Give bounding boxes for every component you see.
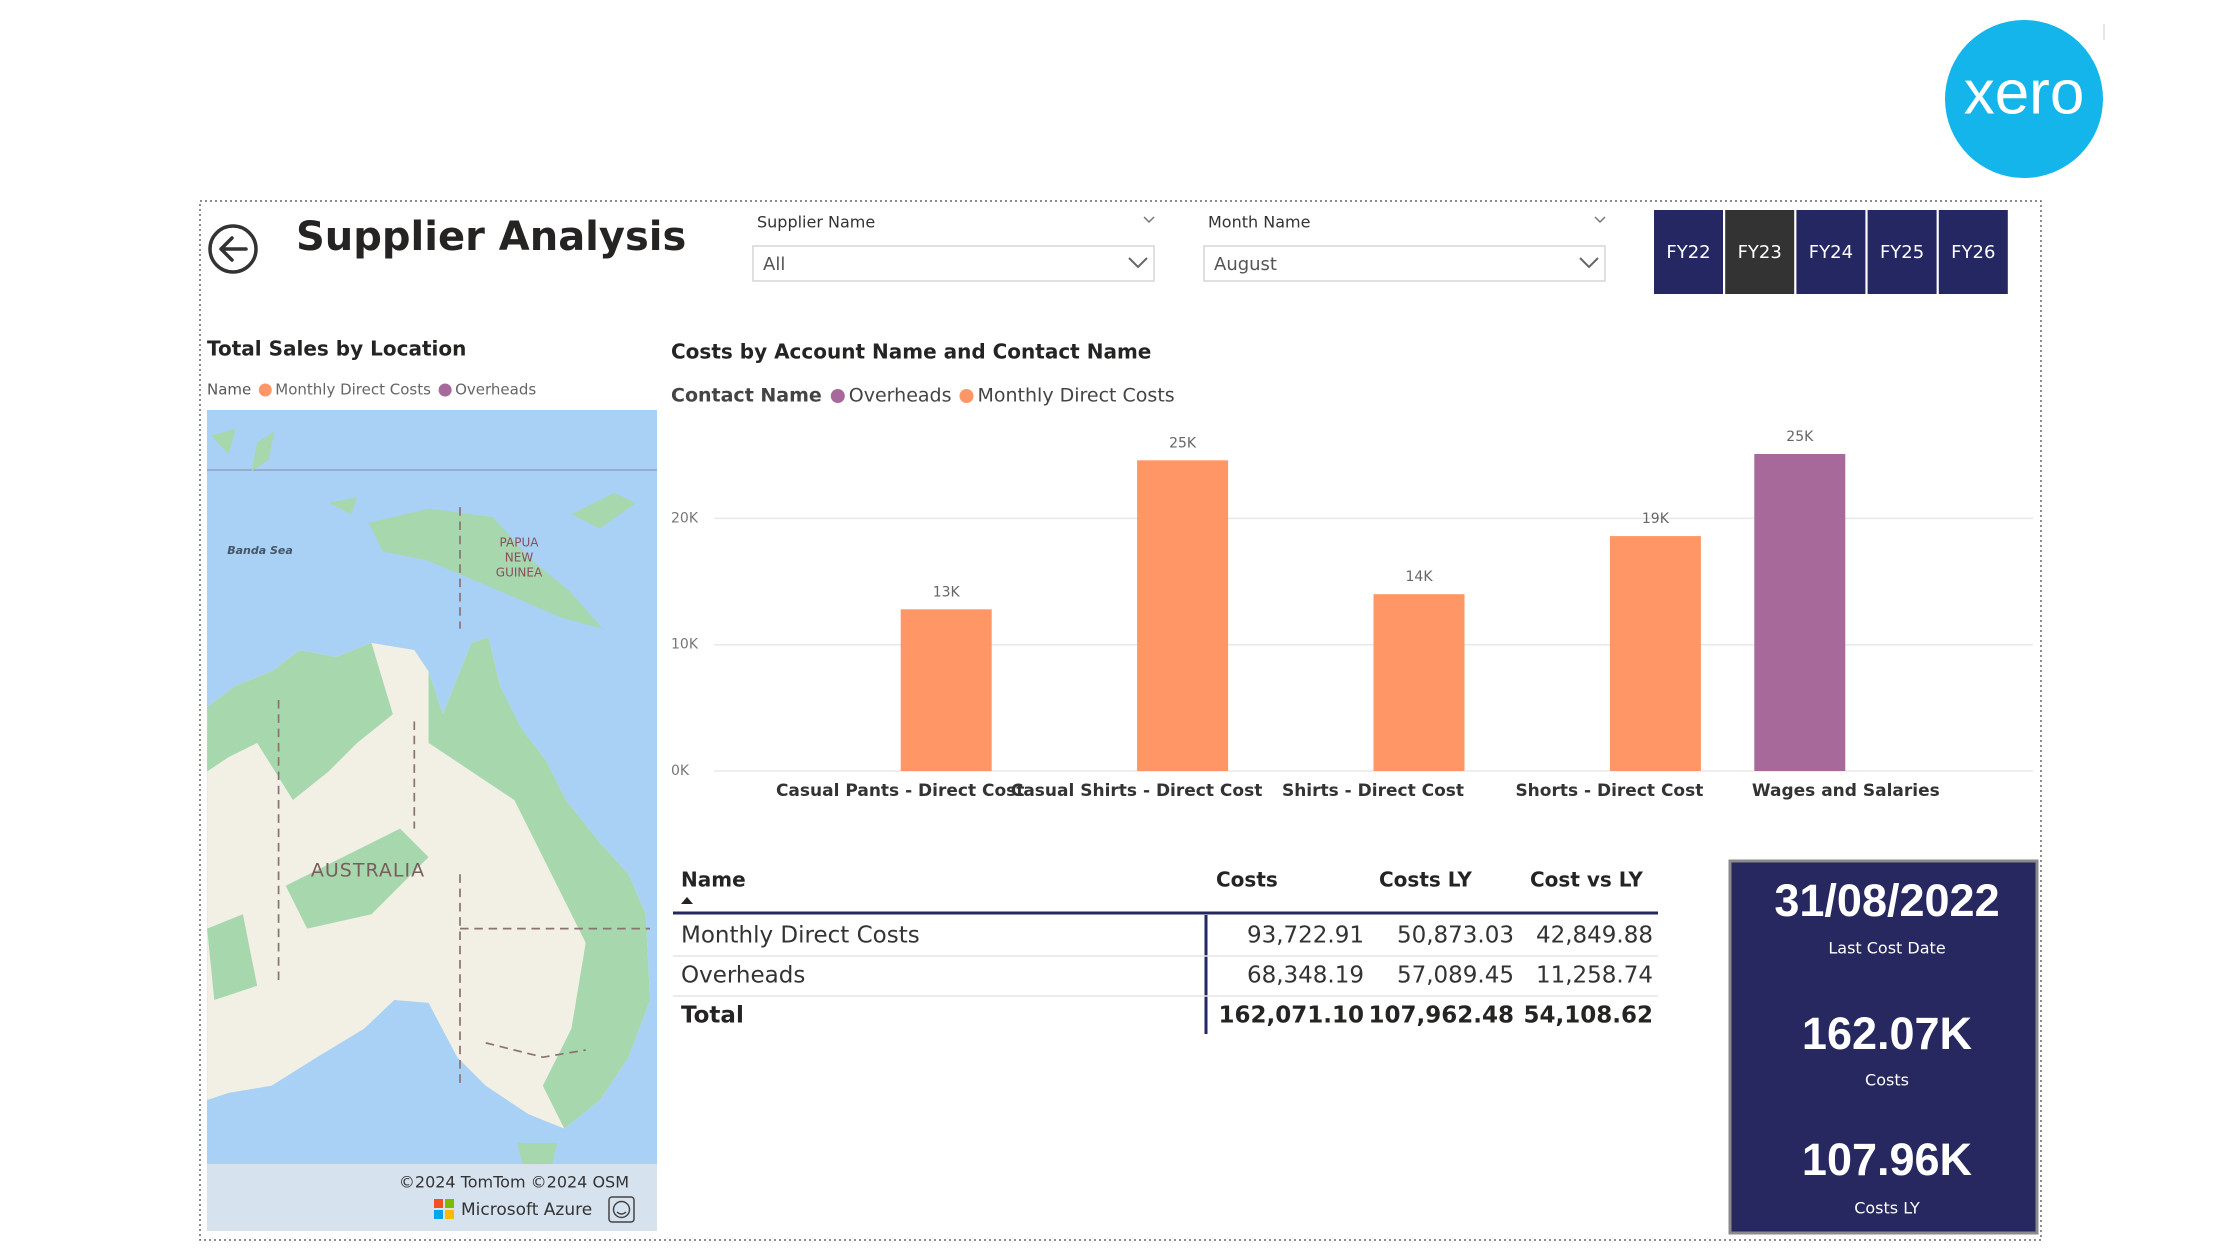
y-tick-label: 10K [671,637,699,653]
legend-marker [438,383,452,397]
table-cell: 93,722.91 [1247,923,1364,949]
chevron [1579,257,1599,269]
legend-title: Contact Name [671,385,822,407]
bar [1373,594,1465,771]
kpi-label: Costs [1865,1071,1909,1090]
legend-marker [830,389,845,403]
map [207,410,657,1231]
kpi-value: 162.07K [1802,1008,1973,1059]
map-label: AUSTRALIA [311,860,425,882]
report-frame [199,200,2042,1241]
y-tick-label: 20K [671,510,699,526]
kpi-label: Last Cost Date [1828,939,1945,958]
x-tick-label: Casual Shirts - Direct Cost [1011,781,1262,801]
dropdown[interactable] [1203,245,1606,282]
table-cell: Overheads [681,963,805,989]
kpi-value: 31/08/2022 [1774,875,1999,926]
brand-logo [1945,20,2103,178]
y-tick-label: 0K [671,763,690,779]
x-tick-label: Shorts - Direct Cost [1515,781,1703,801]
data-label: 19K [1642,511,1670,527]
table-cell: 57,089.45 [1397,963,1514,989]
data-label: 25K [1169,435,1197,451]
x-tick-label: Casual Pants - Direct Cost [776,781,1024,801]
x-tick-label: Shirts - Direct Cost [1282,781,1464,801]
column-header: Cost vs LY [1530,868,1643,892]
year-button-label: FY26 [1951,242,1995,263]
bar [1754,453,1846,771]
year-button-label: FY25 [1880,242,1924,263]
legend-marker [959,389,974,403]
year-button[interactable] [1938,210,2008,294]
legend-label: Monthly Direct Costs [978,385,1175,407]
page-title: Supplier Analysis [296,214,686,260]
azure-logo [434,1199,454,1219]
column-header: Costs LY [1379,868,1472,892]
dropdown-value: August [1214,254,1277,275]
column-header: Name [681,868,746,892]
year-button[interactable] [1654,210,1723,294]
chevron [1128,257,1148,269]
data-label: 13K [933,584,961,600]
legend-label: Overheads [849,385,952,407]
column-header: Costs [1216,868,1278,892]
year-button-label: FY22 [1666,242,1710,263]
year-button[interactable] [1725,210,1795,294]
data-label: 25K [1786,429,1814,445]
legend-label: Overheads [455,381,536,399]
kpi-label: Costs LY [1854,1199,1920,1218]
bar [1609,536,1701,771]
back-button[interactable] [208,224,258,274]
table-cell: 11,258.74 [1536,963,1653,989]
table-total: 162,071.10 [1218,1003,1364,1029]
chevron [1594,216,1606,224]
map-legend: Name Monthly Direct Costs Overheads [207,381,536,399]
dropdown[interactable] [752,245,1155,282]
x-tick-label: Wages and Salaries [1752,781,1940,801]
table-cell: 42,849.88 [1536,923,1653,949]
map-label: NEW [505,551,534,565]
filter-label: Supplier Name [757,213,875,232]
legend-title: Name [207,381,251,399]
table-total: 107,962.48 [1368,1003,1514,1029]
year-button[interactable] [1867,210,1937,294]
dropdown-value: All [763,254,785,275]
year-button-label: FY24 [1809,242,1853,263]
legend-label: Monthly Direct Costs [275,381,431,399]
map-provider: Microsoft Azure [461,1200,592,1220]
bar [1137,460,1229,771]
chevron [1143,216,1155,224]
table-cell: Monthly Direct Costs [681,923,920,949]
map-attribution: ©2024 TomTom ©2024 OSM [399,1173,629,1192]
map-title: Total Sales by Location [207,337,466,361]
bar [900,609,992,771]
table-cell: 68,348.19 [1247,963,1364,989]
table-total: 54,108.62 [1524,1003,1654,1029]
table-cell: 50,873.03 [1397,923,1514,949]
feedback-button[interactable] [608,1196,635,1223]
brand-text: xero [1964,58,2085,127]
year-button[interactable] [1796,210,1866,294]
sort-indicator [681,897,693,904]
kpi-value: 107.96K [1802,1134,1973,1185]
map-label: GUINEA [496,566,543,580]
kpi-card [1728,859,2039,1235]
table-total: Total [681,1003,744,1029]
legend-marker [258,383,272,397]
filter-label: Month Name [1208,213,1310,232]
chart-title: Costs by Account Name and Contact Name [671,340,1151,364]
map-label: Banda Sea [227,544,293,557]
data-label: 14K [1406,569,1434,585]
map-label: PAPUA [500,536,540,550]
year-button-label: FY23 [1738,242,1782,263]
